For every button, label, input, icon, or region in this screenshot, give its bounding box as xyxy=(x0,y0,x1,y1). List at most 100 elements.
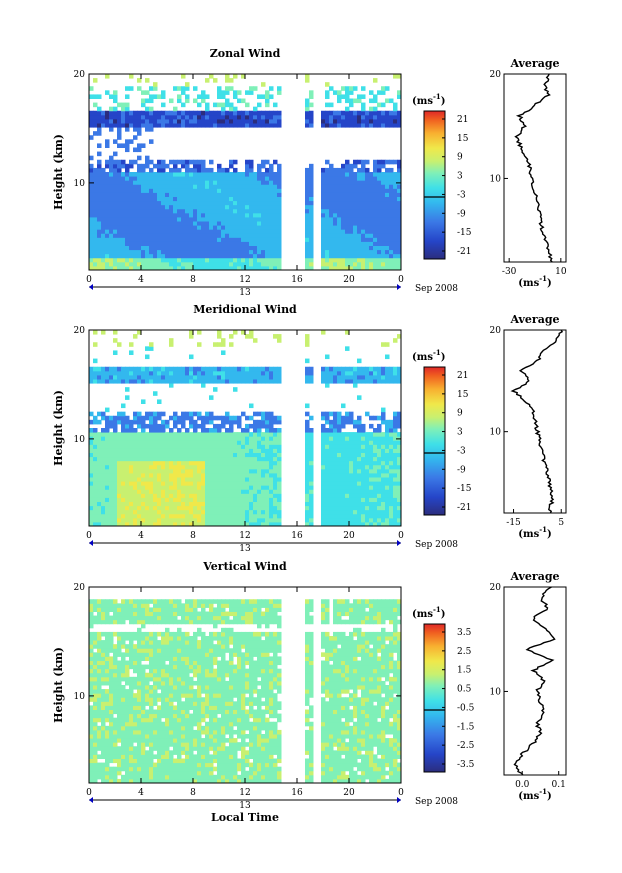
heatmap-cell xyxy=(121,477,126,482)
heatmap-cell xyxy=(189,423,194,429)
heatmap-cell xyxy=(181,176,186,181)
heatmap-cell xyxy=(169,200,174,206)
heatmap-cell xyxy=(245,366,250,372)
heatmap-cell xyxy=(185,415,190,421)
heatmap-cell xyxy=(189,448,194,453)
heatmap-cell xyxy=(369,460,374,466)
heatmap-cell xyxy=(209,241,214,246)
heatmap-cell xyxy=(205,216,210,222)
heatmap-cell xyxy=(213,472,218,478)
heatmap-cell xyxy=(153,172,158,177)
heatmap-cell xyxy=(309,123,314,128)
heatmap-cell xyxy=(137,208,142,214)
heatmap-cell xyxy=(153,94,158,99)
heatmap-cell xyxy=(149,212,154,218)
heatmap-cell xyxy=(329,184,334,189)
heatmap-cell xyxy=(109,225,114,230)
heatmap-cell xyxy=(229,196,234,202)
heatmap-cell xyxy=(105,204,110,210)
heatmap-cell xyxy=(365,188,370,193)
heatmap-cell xyxy=(125,147,130,153)
heatmap-cell xyxy=(213,176,218,181)
heatmap-cell xyxy=(397,118,402,124)
heatmap-cell xyxy=(149,98,154,104)
heatmap-cell xyxy=(173,221,178,226)
heatmap-cell xyxy=(265,172,270,177)
heatmap-cell xyxy=(101,778,106,784)
heatmap-cell xyxy=(117,444,122,449)
heatmap-cell xyxy=(241,216,246,222)
heatmap-cell xyxy=(109,261,114,267)
heatmap-cell xyxy=(277,493,282,498)
heatmap-cell xyxy=(153,415,158,421)
heatmap-cell xyxy=(117,131,122,136)
heatmap-cell xyxy=(393,481,398,486)
heatmap-cell xyxy=(345,452,350,458)
heatmap-cell xyxy=(181,180,186,185)
heatmap-cell xyxy=(89,734,94,739)
heatmap-cell xyxy=(201,253,206,259)
heatmap-cell xyxy=(233,330,238,335)
heatmap-cell xyxy=(133,432,138,437)
heatmap-cell xyxy=(89,640,94,645)
heatmap-cell xyxy=(217,366,222,372)
heatmap-cell xyxy=(105,444,110,449)
heatmap-cell xyxy=(257,237,262,242)
heatmap-cell xyxy=(357,265,362,271)
heatmap-cell xyxy=(249,257,254,263)
heatmap-cell xyxy=(205,78,210,83)
heatmap-cell xyxy=(257,261,262,267)
heatmap-cell xyxy=(253,456,258,462)
heatmap-cell xyxy=(197,265,202,271)
heatmap-cell xyxy=(273,485,278,490)
heatmap-cell xyxy=(325,477,330,482)
heatmap-cell xyxy=(333,366,338,372)
heatmap-cell xyxy=(369,379,374,384)
heatmap-cell xyxy=(105,172,110,177)
heatmap-cell xyxy=(109,750,114,755)
heatmap-cell xyxy=(225,432,230,437)
heatmap-cell xyxy=(309,521,314,527)
heatmap-cell xyxy=(121,497,126,502)
heatmap-cell xyxy=(161,163,166,169)
heatmap-cell xyxy=(241,493,246,498)
heatmap-cell xyxy=(229,428,234,433)
heatmap-cell xyxy=(393,196,398,202)
heatmap-cell xyxy=(185,196,190,202)
heatmap-cell xyxy=(117,697,122,702)
heatmap-cell xyxy=(97,742,102,747)
heatmap-cell xyxy=(105,249,110,255)
heatmap-cell xyxy=(173,118,178,124)
heatmap-cell xyxy=(245,163,250,169)
heatmap-cell xyxy=(93,493,98,498)
heatmap-cell xyxy=(349,208,354,214)
heatmap-cell xyxy=(373,509,378,515)
heatmap-cell xyxy=(357,237,362,242)
heatmap-cell xyxy=(89,619,94,625)
heatmap-cell xyxy=(133,204,138,210)
heatmap-cell xyxy=(93,374,98,380)
heatmap-cell xyxy=(337,477,342,482)
heatmap-cell xyxy=(257,419,262,425)
heatmap-cell xyxy=(385,517,390,523)
heatmap-cell xyxy=(161,233,166,238)
heatmap-cell xyxy=(89,672,94,678)
heatmap-cell xyxy=(209,444,214,449)
heatmap-cell xyxy=(209,521,214,527)
heatmap-cell xyxy=(161,497,166,502)
heatmap-cell xyxy=(145,221,150,226)
heatmap-cell xyxy=(121,509,126,515)
heatmap-cell xyxy=(221,208,226,214)
heatmap-cell xyxy=(185,366,190,372)
heatmap-cell xyxy=(93,176,98,181)
heatmap-cell xyxy=(345,444,350,449)
heatmap-cell xyxy=(105,143,110,148)
heatmap-cell xyxy=(149,196,154,202)
heatmap-cell xyxy=(277,118,282,124)
heatmap-cell xyxy=(385,501,390,507)
heatmap-cell xyxy=(93,689,98,694)
heatmap-cell xyxy=(101,114,106,120)
heatmap-cell xyxy=(357,225,362,230)
heatmap-cell xyxy=(349,86,354,91)
heatmap-cell xyxy=(309,452,314,458)
